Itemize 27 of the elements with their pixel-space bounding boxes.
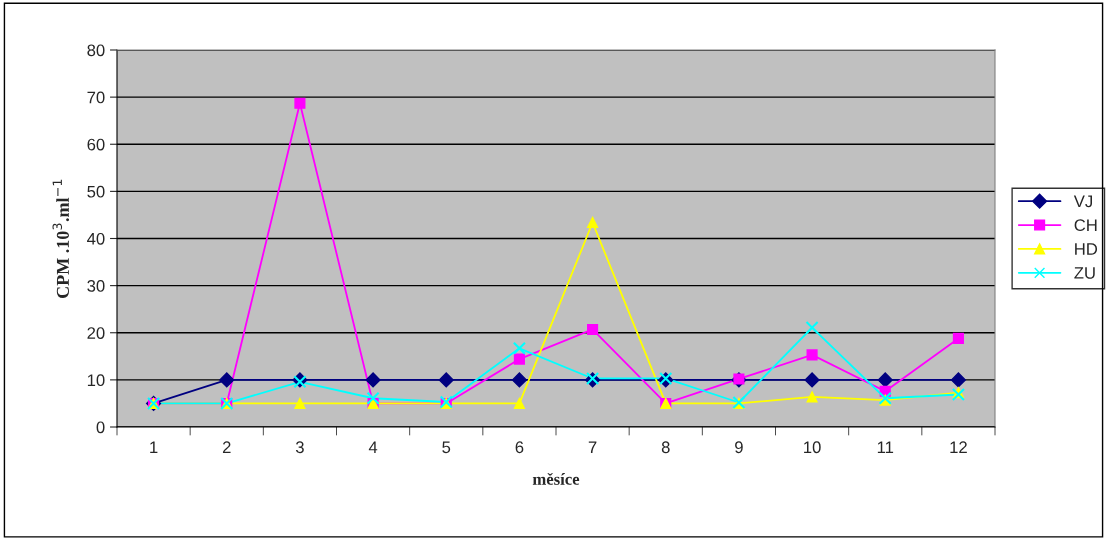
y-tick-label: 50 bbox=[87, 185, 105, 198]
y-tick-label: 70 bbox=[87, 91, 105, 104]
x-tick-label: 4 bbox=[368, 441, 378, 453]
legend-label: ZU bbox=[1074, 267, 1095, 279]
y-tick-label: 40 bbox=[87, 232, 105, 245]
y-tick-label: 20 bbox=[87, 327, 105, 339]
x-tick-label: 8 bbox=[661, 441, 670, 454]
x-tick-label: 10 bbox=[804, 441, 821, 454]
x-tick-label: 6 bbox=[515, 441, 524, 454]
x-tick-label: 11 bbox=[877, 441, 894, 453]
y-tick-label: 60 bbox=[87, 138, 105, 151]
x-tick-label: 12 bbox=[950, 441, 967, 453]
legend-label: VJ bbox=[1073, 195, 1092, 208]
y-tick-label: 30 bbox=[87, 280, 105, 292]
x-tick-label: 1 bbox=[150, 441, 158, 453]
x-tick-label: 7 bbox=[588, 441, 597, 453]
y-axis-title: CPM .10$^{3}$.ml$^{−1}$ bbox=[52, 179, 70, 299]
x-tick-label: 9 bbox=[735, 441, 743, 454]
x-tick-label: 3 bbox=[295, 441, 304, 454]
x-axis-title: měsíce bbox=[532, 472, 580, 485]
legend-label: HD bbox=[1075, 243, 1098, 255]
y-tick-label: 80 bbox=[87, 44, 105, 57]
legend-label: CH bbox=[1074, 219, 1097, 232]
y-tick-label: 0 bbox=[96, 421, 105, 434]
x-tick-label: 5 bbox=[442, 441, 451, 454]
x-tick-label: 2 bbox=[222, 441, 231, 453]
y-tick-label: 10 bbox=[87, 374, 105, 387]
